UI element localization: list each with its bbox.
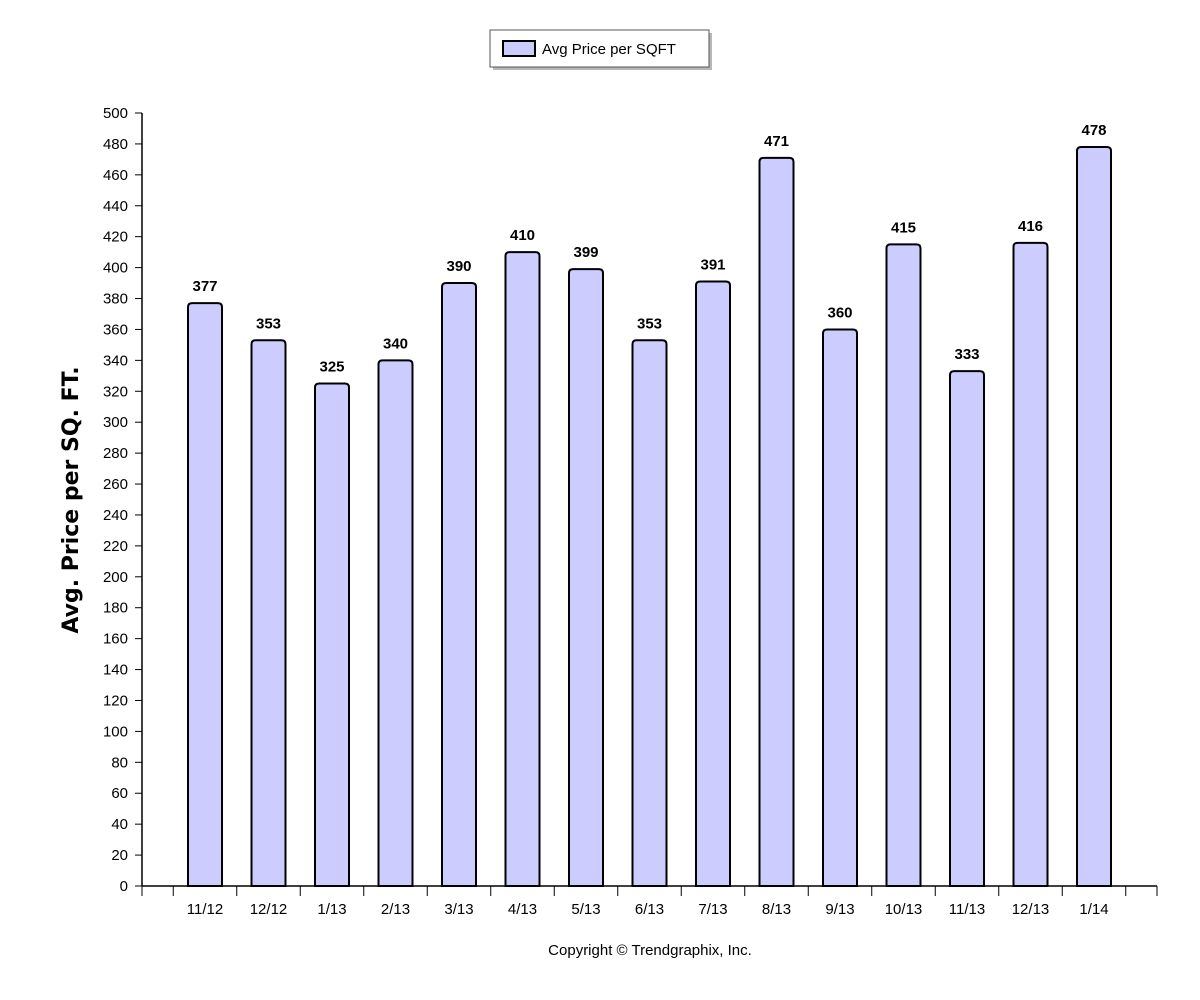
y-tick-label: 340 — [103, 352, 128, 369]
y-tick-label: 160 — [103, 631, 128, 648]
data-label: 325 — [319, 359, 344, 376]
data-label: 390 — [446, 258, 471, 275]
bar-2-13 — [377, 359, 414, 887]
y-tick-label: 140 — [103, 662, 128, 679]
x-tick-label: 11/13 — [949, 901, 985, 918]
y-tick-label: 320 — [103, 383, 128, 400]
x-tick-label: 3/13 — [444, 901, 473, 918]
y-tick-label: 260 — [103, 476, 128, 493]
x-tick-label: 12/12 — [250, 901, 288, 918]
data-label: 415 — [891, 219, 916, 236]
bar-11-12 — [187, 302, 223, 887]
y-tick-label: 220 — [103, 538, 128, 555]
copyright-text: Copyright © Trendgraphix, Inc. — [548, 942, 752, 959]
bar-3-13 — [441, 282, 477, 887]
x-tick-label: 1/13 — [317, 901, 346, 918]
data-label: 360 — [827, 304, 852, 321]
data-label: 416 — [1018, 218, 1043, 235]
y-tick-label: 420 — [103, 229, 128, 246]
legend-label: Avg Price per SQFT — [542, 41, 676, 58]
y-tick-label: 100 — [103, 723, 128, 740]
bar-7-13 — [695, 280, 731, 887]
y-tick-label: 400 — [103, 260, 128, 277]
y-tick-label: 380 — [103, 291, 128, 308]
data-label: 471 — [764, 133, 789, 150]
x-tick-label: 11/12 — [187, 901, 223, 918]
y-tick-label: 200 — [103, 569, 128, 586]
data-label: 340 — [383, 335, 408, 352]
x-tick-label: 7/13 — [698, 901, 727, 918]
x-tick-label: 6/13 — [635, 901, 664, 918]
legend: Avg Price per SQFT — [489, 29, 712, 70]
bar-8-13 — [758, 156, 795, 887]
bar-5-13 — [568, 268, 604, 887]
y-tick-label: 180 — [103, 600, 128, 617]
data-label: 391 — [700, 257, 725, 274]
x-tick-label: 10/13 — [885, 901, 923, 918]
x-tick-label: 12/13 — [1012, 901, 1050, 918]
x-tick-label: 2/13 — [381, 901, 410, 918]
y-tick-label: 120 — [103, 692, 128, 709]
data-label: 353 — [637, 315, 662, 332]
y-tick-label: 500 — [103, 105, 128, 122]
y-tick-label: 480 — [103, 136, 128, 153]
bar-6-13 — [631, 339, 668, 887]
x-tick-label: 5/13 — [571, 901, 600, 918]
data-label: 410 — [510, 227, 535, 244]
y-tick-label: 80 — [111, 754, 128, 771]
bar-10-13 — [885, 243, 922, 887]
x-axis: 11/12 12/12 1/13 2/13 3/13 4/13 5/13 6/13 7/13 8/… — [141, 886, 1158, 918]
bars — [187, 146, 1112, 887]
data-label: 399 — [573, 244, 598, 261]
y-tick-label: 60 — [111, 785, 128, 802]
legend-swatch — [502, 40, 536, 57]
x-tick-label: 9/13 — [825, 901, 854, 918]
x-tick-label: 1/14 — [1079, 901, 1108, 918]
y-axis: 0 20 40 60 80 100 120 140 160 180 200 220 240 260 280 3… — [103, 105, 142, 895]
bar-12-13 — [1012, 241, 1049, 887]
x-tick-label: 8/13 — [762, 901, 791, 918]
bar-12-12 — [250, 339, 287, 887]
bar-1-13 — [314, 382, 350, 887]
y-tick-label: 440 — [103, 198, 128, 215]
bar-9-13 — [822, 328, 858, 887]
bar-4-13 — [504, 251, 541, 887]
x-tick-label: 4/13 — [508, 901, 537, 918]
y-axis-label: Avg. Price per SQ. FT. — [59, 366, 84, 633]
y-tick-label: 460 — [103, 167, 128, 184]
y-tick-label: 240 — [103, 507, 128, 524]
y-tick-label: 40 — [111, 816, 128, 833]
data-label: 333 — [954, 346, 979, 363]
y-tick-label: 0 — [120, 878, 128, 895]
data-label: 478 — [1081, 122, 1106, 139]
y-tick-label: 20 — [111, 847, 128, 864]
bar-1-14 — [1076, 146, 1112, 887]
data-label: 377 — [192, 278, 217, 295]
y-tick-label: 280 — [103, 445, 128, 462]
y-tick-label: 300 — [103, 414, 128, 431]
data-label: 353 — [256, 315, 281, 332]
data-labels: 377 353 325 340 390 410 399 353 391 471 360 415 333 4… — [192, 122, 1106, 376]
bar-11-13 — [949, 370, 985, 887]
y-tick-label: 360 — [103, 321, 128, 338]
